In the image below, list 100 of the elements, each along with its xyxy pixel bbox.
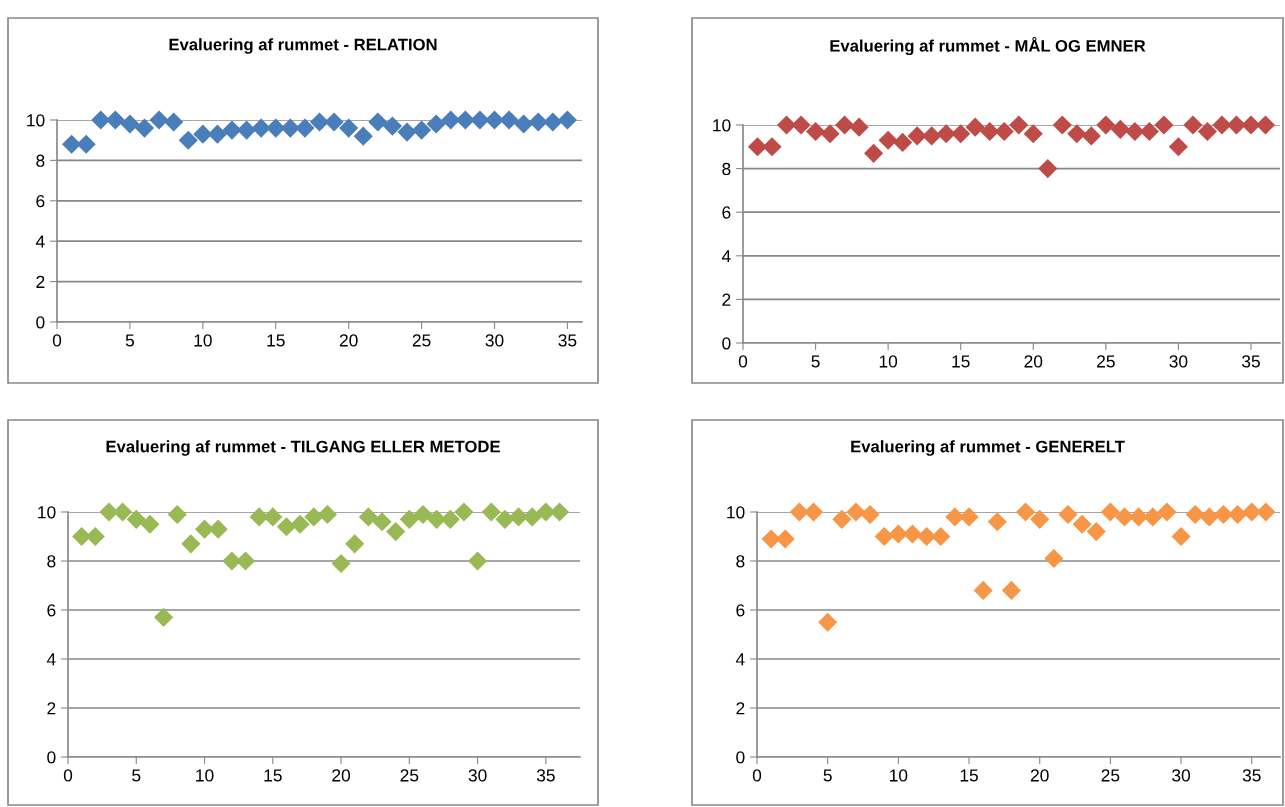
x-tick-label: 15: [267, 334, 285, 347]
point: [1185, 504, 1205, 525]
x-tick-label: 35: [1242, 769, 1261, 782]
point: [441, 110, 461, 130]
point: [167, 504, 187, 525]
x-tick-label: 35: [536, 769, 555, 782]
point: [1038, 159, 1058, 179]
point: [222, 120, 242, 140]
point: [543, 112, 563, 132]
x-tick-label: 10: [879, 355, 898, 368]
x-tick-label: 15: [960, 769, 978, 782]
point: [266, 118, 286, 138]
point: [345, 534, 365, 554]
point: [1199, 507, 1219, 527]
point: [309, 112, 330, 132]
point: [1067, 124, 1087, 144]
point: [237, 120, 257, 140]
point: [878, 130, 898, 150]
point: [280, 118, 300, 138]
y-tick-label: 8: [47, 555, 56, 568]
point: [846, 502, 866, 522]
x-tick-label: 35: [1241, 355, 1260, 368]
point: [368, 112, 388, 132]
point: [440, 509, 460, 529]
point: [965, 117, 985, 137]
x-tick-label: 0: [63, 769, 73, 782]
point: [91, 110, 111, 130]
point: [113, 502, 133, 522]
point: [907, 126, 927, 146]
point: [149, 110, 169, 130]
point: [481, 502, 501, 522]
point: [835, 115, 855, 135]
point: [762, 137, 782, 157]
point: [208, 519, 228, 539]
x-tick-label: 10: [890, 769, 908, 782]
point: [353, 126, 373, 146]
y-tick-label: 4: [735, 653, 745, 666]
point: [747, 137, 768, 157]
point: [251, 118, 271, 138]
x-tick-label: 0: [752, 769, 762, 782]
point: [134, 118, 155, 138]
point: [1157, 502, 1177, 522]
point: [832, 509, 852, 529]
point: [557, 110, 577, 130]
x-tick-label: 5: [132, 769, 141, 782]
y-tick-label: 4: [35, 235, 45, 248]
y-tick-label: 4: [46, 653, 56, 666]
chart-title: Evaluering af rummet - MÅL OG EMNER: [830, 36, 1146, 56]
point: [994, 121, 1014, 142]
point: [105, 110, 125, 130]
point: [1125, 121, 1145, 142]
chart-title: Evaluering af rummet - GENERELT: [851, 440, 1125, 456]
y-tick-label: 2: [722, 293, 731, 306]
point: [495, 509, 515, 529]
x-tick-label: 35: [558, 334, 577, 347]
point: [181, 534, 201, 554]
point: [339, 118, 359, 138]
point: [945, 507, 965, 527]
point: [1100, 502, 1120, 522]
y-tick-label: 8: [36, 154, 45, 167]
x-tick-label: 25: [412, 334, 431, 347]
point: [1241, 115, 1261, 135]
point: [514, 114, 534, 134]
point: [140, 514, 160, 534]
point: [1016, 502, 1036, 522]
point: [62, 134, 82, 154]
point: [235, 551, 256, 571]
point: [397, 122, 417, 142]
point: [973, 580, 993, 600]
point: [1183, 115, 1203, 135]
y-tick-label: 0: [47, 751, 56, 764]
x-tick-label: 10: [196, 769, 214, 782]
y-tick-label: 0: [36, 316, 45, 329]
point: [1096, 115, 1116, 135]
point: [249, 507, 269, 527]
point: [1001, 580, 1021, 600]
x-tick-label: 15: [952, 355, 970, 368]
point: [1030, 509, 1050, 529]
y-tick-label: 2: [47, 702, 56, 715]
point: [1168, 137, 1188, 157]
y-tick-label: 2: [736, 702, 745, 715]
y-tick-label: 10: [27, 114, 45, 127]
point: [874, 526, 894, 547]
point: [85, 526, 105, 547]
point: [290, 514, 310, 534]
point: [806, 121, 826, 142]
x-tick-label: 30: [1172, 769, 1191, 782]
y-tick-label: 8: [722, 162, 731, 176]
point: [549, 502, 570, 522]
point: [893, 132, 913, 153]
point: [263, 507, 283, 527]
point: [818, 612, 838, 632]
point: [1171, 526, 1191, 547]
point: [931, 526, 951, 547]
point: [331, 553, 351, 574]
point: [426, 114, 446, 134]
point: [1154, 115, 1174, 135]
point: [412, 120, 432, 140]
point: [789, 502, 809, 522]
point: [399, 509, 419, 529]
